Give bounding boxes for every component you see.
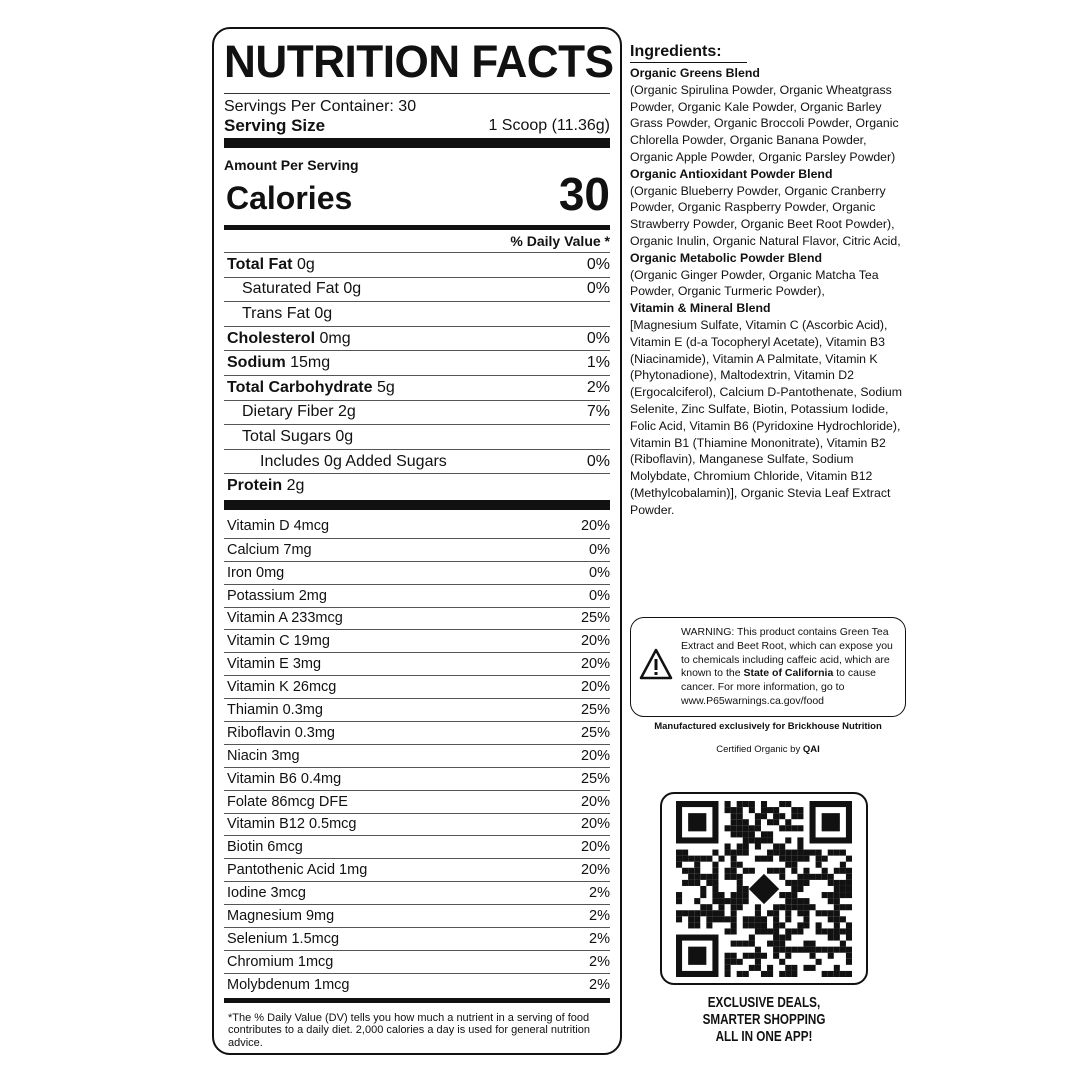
vitamin-row: Vitamin B12 0.5mcg 20% <box>224 812 610 836</box>
promo-line: SMARTER SHOPPING <box>702 1011 826 1028</box>
nutrient-row: Cholesterol 0mg 0% <box>224 325 610 351</box>
vitamin-list: Vitamin D 4mcg 20% Calcium 7mg 0% Iron 0mg 0%… <box>224 515 610 996</box>
vitamin-row: Vitamin D 4mcg 20% <box>227 518 610 535</box>
vitamin-row: Chromium 1mcg 2% <box>224 949 610 973</box>
vitamin-row: Vitamin C 19mg 20% <box>224 629 610 652</box>
vitamin-row: Vitamin K 26mcg 20% <box>224 675 610 698</box>
ingredients-heading: Ingredients: <box>630 42 747 63</box>
vitamin-row: Thiamin 0.3mg 25% <box>224 698 610 721</box>
amount-per-serving: Amount Per Serving <box>224 157 359 173</box>
vitamin-row: Selenium 1.5mcg 2% <box>224 926 610 950</box>
nutrient-row: Trans Fat 0g <box>224 301 610 326</box>
nutrient-row: Sodium 15mg 1% <box>224 350 610 375</box>
nutrient-list: Total Fat 0g 0% Saturated Fat 0g 0% Trans Fa… <box>224 252 610 498</box>
nutrient-row: Total Carbohydrate 5g 2% <box>224 374 610 400</box>
manufacturer: Manufactured exclusively for Brickhouse … <box>654 721 882 732</box>
vitamin-row: Pantothenic Acid 1mg 20% <box>224 858 610 881</box>
app-promo: EXCLUSIVE DEALS, SMARTER SHOPPING ALL IN… <box>683 994 845 1045</box>
warning-bold: State of California <box>743 667 834 680</box>
vitamin-row: Riboflavin 0.3mg 25% <box>224 720 610 744</box>
calories-label: Calories <box>226 180 353 216</box>
nutrient-row: Protein 2g <box>224 473 610 498</box>
nutrient-row: Dietary Fiber 2g 7% <box>224 399 610 425</box>
nutrient-row: Includes 0g Added Sugars 0% <box>224 448 610 474</box>
vitamin-row: Vitamin B6 0.4mg 25% <box>224 766 610 790</box>
ingredients-panel: Ingredients: Organic Greens Blend (Organi… <box>630 42 910 519</box>
vitamin-row: Magnesium 9mg 2% <box>224 904 610 927</box>
nutrient-row: Total Sugars 0g <box>224 424 610 449</box>
ingredient-blend: Organic Antioxidant Powder Blend (Organic… <box>630 166 901 248</box>
warning-triangle-icon <box>639 648 673 680</box>
qr-code-icon[interactable] <box>660 792 868 985</box>
promo-line: ALL IN ONE APP! <box>715 1028 813 1045</box>
prop65-warning: WARNING: This product contains Green Tea… <box>630 617 906 717</box>
promo-line: EXCLUSIVE DEALS, <box>707 994 821 1011</box>
vitamin-row: Niacin 3mg 20% <box>224 743 610 767</box>
warning-text-end: to cause cancer. For more information, g… <box>681 667 876 707</box>
nutrient-row: Total Fat 0g 0% <box>224 252 610 277</box>
certified-organic: Certified Organic by QAI <box>716 744 820 755</box>
serving-size-label: Serving Size <box>224 116 326 135</box>
calories-value: 30 <box>558 168 610 220</box>
ingredient-blend: Organic Metabolic Powder Blend (Organic G… <box>630 250 879 299</box>
vitamin-row: Molybdenum 1mcg 2% <box>224 972 610 996</box>
nutrient-row: Saturated Fat 0g 0% <box>224 276 610 302</box>
daily-value-header: % Daily Value * <box>510 233 610 249</box>
vitamin-row: Biotin 6mcg 20% <box>224 835 610 858</box>
serving-size-value: 1 Scoop (11.36g) <box>488 117 610 134</box>
footnote: *The % Daily Value (DV) tells you how mu… <box>228 1011 590 1049</box>
servings-per-container: Servings Per Container: 30 <box>224 98 417 115</box>
label-title: NUTRITION FACTS <box>224 36 614 87</box>
vitamin-row: Iron 0mg 0% <box>224 560 610 584</box>
warning-text: WARNING: This product contains Green Tea… <box>681 626 893 680</box>
ingredient-blend: Vitamin & Mineral Blend [Magnesium Sulfat… <box>630 301 903 517</box>
ingredient-blend: Organic Greens Blend (Organic Spirulina P… <box>630 66 899 164</box>
vitamin-row: Calcium 7mg 0% <box>224 537 610 561</box>
vitamin-row: Folate 86mcg DFE 20% <box>224 789 610 813</box>
vitamin-row: Potassium 2mg 0% <box>224 583 610 607</box>
vitamin-row: Vitamin E 3mg 20% <box>224 652 610 675</box>
nutrition-facts-label: NUTRITION FACTS Servings Per Container: … <box>212 27 622 1055</box>
vitamin-row: Iodine 3mcg 2% <box>224 881 610 904</box>
vitamin-row: Vitamin A 233mcg 25% <box>224 606 610 630</box>
